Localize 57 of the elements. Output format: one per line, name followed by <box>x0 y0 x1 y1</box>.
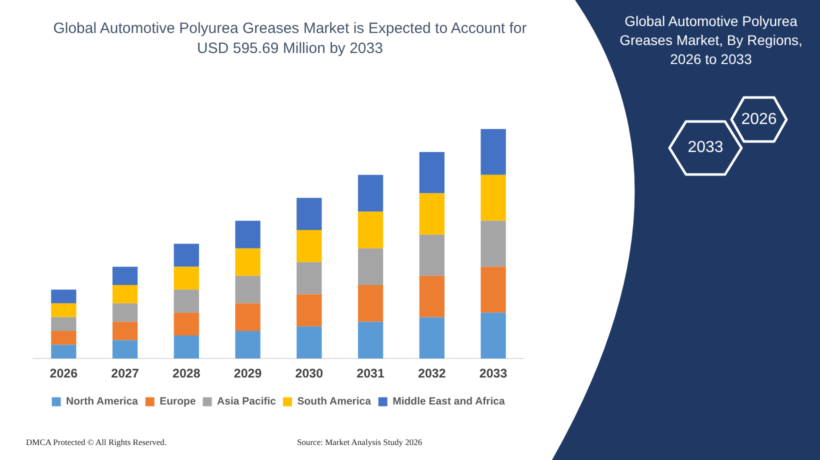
bar <box>480 266 506 313</box>
bar <box>235 330 260 358</box>
bar <box>51 330 76 345</box>
bar <box>51 303 76 318</box>
text: DMCA Protected © All Rights Reserved. <box>26 437 167 447</box>
legend-label: North America <box>66 396 138 408</box>
bar <box>112 340 138 358</box>
bar <box>480 174 506 221</box>
bar <box>174 244 200 267</box>
bar <box>358 322 384 358</box>
legend-label: Europe <box>160 396 196 408</box>
bar <box>235 303 260 331</box>
bar <box>296 198 322 230</box>
bar <box>419 152 445 194</box>
bar <box>174 290 200 313</box>
bar <box>358 248 384 286</box>
source-note: Source: Market Analysis Study 2026 <box>297 437 422 447</box>
x-tick-label: 2030 <box>295 366 324 380</box>
bar <box>296 262 322 294</box>
bar <box>358 212 384 248</box>
x-tick-label: 2028 <box>172 366 200 380</box>
bar <box>296 294 322 326</box>
bar <box>235 220 260 248</box>
bar <box>112 285 138 304</box>
bar <box>358 285 384 322</box>
x-tick-label: 2027 <box>111 366 140 380</box>
bar <box>174 336 200 358</box>
bar <box>358 174 384 212</box>
bar <box>112 266 138 286</box>
x-tick-label: 2026 <box>50 366 78 380</box>
x-tick-label: 2029 <box>234 366 262 380</box>
bar <box>480 312 506 358</box>
bar <box>51 290 76 304</box>
chart-title: Global Automotive Polyurea Greases Market is Expected to Account for USD 595.69 Million by 2033 <box>52 19 528 59</box>
bar <box>419 234 445 276</box>
legend-label: Asia Pacific <box>217 396 276 408</box>
bar <box>235 276 260 304</box>
bar <box>480 220 506 267</box>
x-tick-label: 2032 <box>418 366 446 380</box>
bar <box>480 129 506 175</box>
x-tick-label: 2031 <box>356 366 385 380</box>
legend-label: Middle East and Africa <box>392 396 505 408</box>
bar <box>174 312 200 336</box>
bar <box>112 303 138 322</box>
bar <box>419 317 445 358</box>
text: Global Automotive Polyurea Greases Market, By Regions, 2026 to 2033 <box>618 12 804 69</box>
bar <box>51 317 76 331</box>
bar <box>235 248 260 276</box>
bar <box>419 276 445 318</box>
x-tick-label: 2033 <box>479 366 508 380</box>
bar <box>174 266 200 290</box>
bar <box>51 344 76 358</box>
bar <box>296 230 322 262</box>
legend-label: South America <box>297 396 372 408</box>
bar <box>419 193 445 235</box>
bar <box>112 322 138 340</box>
bar <box>296 326 322 358</box>
